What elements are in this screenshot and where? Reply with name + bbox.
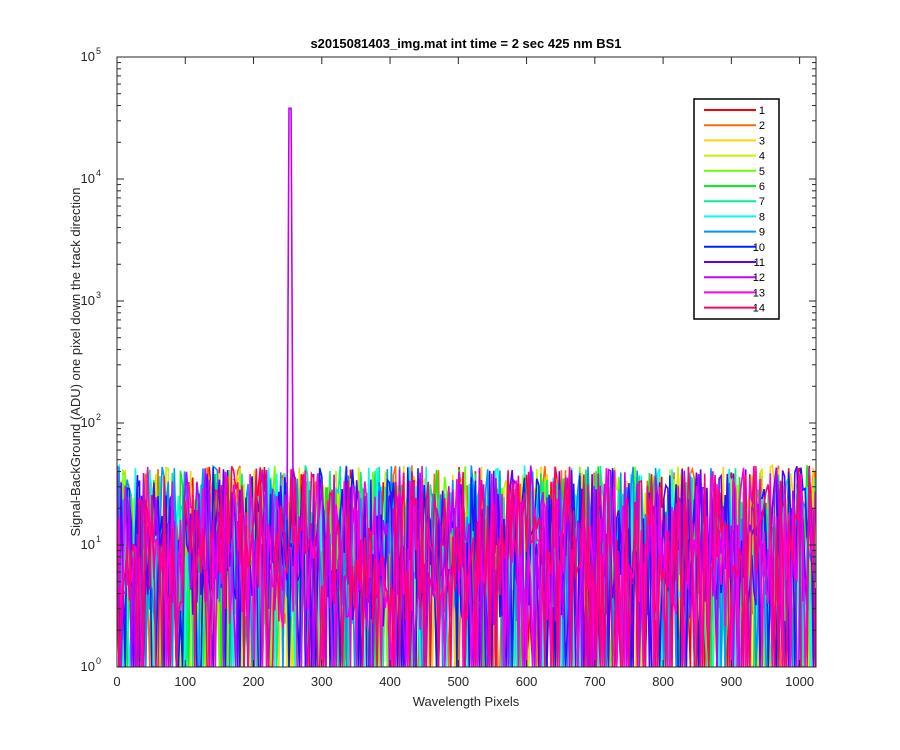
- x-tick-label: 400: [379, 674, 401, 689]
- series-layer: [117, 107, 816, 667]
- x-tick-label: 1000: [785, 674, 814, 689]
- legend-label-13: 13: [753, 287, 765, 299]
- y-tick-exponent: 5: [96, 46, 101, 56]
- x-tick-label: 600: [516, 674, 538, 689]
- legend-label-7: 7: [759, 196, 765, 208]
- y-axis-label: Signal-BackGround (ADU) one pixel down t…: [68, 187, 83, 536]
- y-tick-label: 10: [81, 171, 95, 186]
- legend-label-5: 5: [759, 166, 765, 178]
- legend-label-11: 11: [754, 257, 765, 269]
- x-tick-label: 300: [311, 674, 333, 689]
- legend-label-6: 6: [759, 181, 765, 193]
- y-tick-label: 10: [81, 293, 95, 308]
- y-tick-exponent: 3: [96, 290, 101, 300]
- y-tick-exponent: 0: [96, 656, 101, 666]
- x-tick-label: 0: [113, 674, 120, 689]
- x-tick-label: 100: [174, 674, 196, 689]
- y-tick-label: 10: [81, 537, 95, 552]
- x-tick-label: 200: [243, 674, 265, 689]
- x-axis-label: Wavelength Pixels: [413, 694, 520, 709]
- legend-label-3: 3: [759, 135, 765, 147]
- y-tick-exponent: 1: [96, 534, 101, 544]
- y-tick-label: 10: [81, 49, 95, 64]
- x-tick-label: 900: [721, 674, 743, 689]
- y-tick-label: 10: [81, 659, 95, 674]
- plot-frame: [116, 56, 817, 668]
- legend-label-8: 8: [759, 211, 765, 223]
- legend-label-10: 10: [753, 242, 765, 254]
- series-line-14: [117, 465, 816, 667]
- legend-box: [693, 98, 780, 320]
- x-tick-label: 500: [447, 674, 469, 689]
- legend-label-12: 12: [753, 272, 765, 284]
- legend-label-14: 14: [753, 303, 765, 315]
- x-tick-label: 700: [584, 674, 606, 689]
- legend-label-2: 2: [759, 120, 765, 132]
- legend-label-9: 9: [759, 227, 765, 239]
- y-tick-exponent: 4: [96, 168, 101, 178]
- legend-label-4: 4: [759, 151, 765, 163]
- y-tick-exponent: 2: [96, 412, 101, 422]
- chart-title: s2015081403_img.mat int time = 2 sec 425…: [310, 36, 621, 51]
- x-tick-label: 800: [652, 674, 674, 689]
- legend-label-1: 1: [759, 105, 765, 117]
- y-tick-label: 10: [81, 415, 95, 430]
